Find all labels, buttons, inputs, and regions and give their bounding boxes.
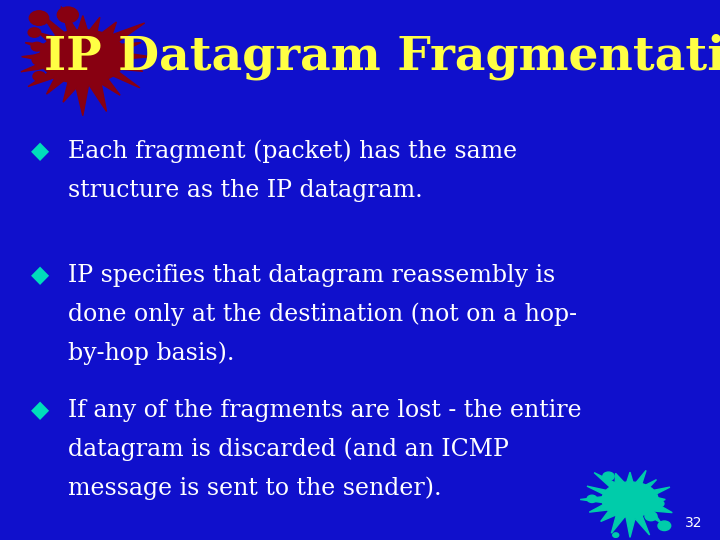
Circle shape bbox=[31, 42, 42, 51]
Text: message is sent to the sender).: message is sent to the sender). bbox=[68, 476, 442, 500]
Circle shape bbox=[30, 11, 49, 25]
Polygon shape bbox=[580, 470, 672, 537]
Text: by-hop basis).: by-hop basis). bbox=[68, 341, 235, 365]
Ellipse shape bbox=[40, 30, 126, 84]
Text: Each fragment (packet) has the same: Each fragment (packet) has the same bbox=[68, 139, 518, 163]
Circle shape bbox=[645, 511, 657, 521]
Text: 32: 32 bbox=[685, 516, 702, 530]
Text: If any of the fragments are lost - the entire: If any of the fragments are lost - the e… bbox=[68, 399, 582, 422]
Circle shape bbox=[658, 521, 671, 530]
Circle shape bbox=[28, 28, 40, 37]
Polygon shape bbox=[21, 6, 150, 116]
Text: datagram is discarded (and an ICMP: datagram is discarded (and an ICMP bbox=[68, 437, 509, 461]
Text: IP specifies that datagram reassembly is: IP specifies that datagram reassembly is bbox=[68, 264, 556, 287]
Circle shape bbox=[587, 495, 597, 502]
Circle shape bbox=[33, 72, 45, 81]
Text: ◆: ◆ bbox=[30, 264, 49, 287]
Text: ◆: ◆ bbox=[30, 399, 49, 422]
Circle shape bbox=[613, 533, 618, 537]
Circle shape bbox=[58, 7, 78, 23]
Circle shape bbox=[656, 501, 664, 507]
Ellipse shape bbox=[602, 482, 658, 517]
Circle shape bbox=[32, 53, 48, 65]
Text: done only at the destination (not on a hop-: done only at the destination (not on a h… bbox=[68, 302, 577, 326]
Text: IP Datagram Fragmentation: IP Datagram Fragmentation bbox=[44, 33, 720, 80]
Text: structure as the IP datagram.: structure as the IP datagram. bbox=[68, 179, 423, 201]
Text: ◆: ◆ bbox=[30, 139, 49, 163]
Circle shape bbox=[603, 472, 614, 481]
